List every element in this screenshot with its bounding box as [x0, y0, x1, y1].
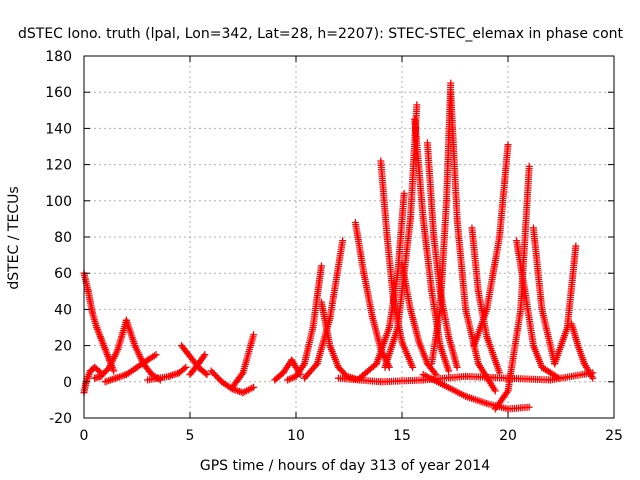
y-tick-label: -20 [49, 411, 72, 427]
data-series-track [207, 367, 258, 397]
data-series-track [491, 162, 533, 413]
data-series-track [101, 351, 160, 386]
x-axis-ticks: 0 5 10 15 20 25 [80, 56, 623, 444]
x-axis-label: GPS time / hours of day 313 of year 2014 [200, 458, 490, 474]
data-point [589, 369, 597, 377]
y-tick-label: 180 [45, 49, 72, 65]
data-series-track [447, 88, 499, 395]
y-tick-label: 40 [54, 302, 72, 318]
y-tick-label: 140 [45, 121, 72, 137]
data-series-track [512, 237, 563, 382]
x-tick-label: 15 [393, 428, 411, 444]
data-point [202, 369, 210, 377]
data-point [453, 363, 461, 371]
data-point [203, 371, 211, 379]
data-points [80, 79, 597, 413]
data-point [503, 388, 511, 396]
x-tick-label: 0 [80, 428, 89, 444]
y-tick-label: 100 [45, 194, 72, 210]
y-tick-label: 60 [54, 266, 72, 282]
data-point [504, 141, 512, 149]
x-tick-label: 20 [499, 428, 517, 444]
data-series-track [381, 101, 421, 371]
data-point [209, 368, 217, 376]
data-point [201, 351, 209, 359]
data-series-track [317, 298, 364, 384]
data-series-track [470, 141, 512, 350]
data-series-track [186, 351, 209, 379]
y-axis-ticks: -20 0 20 40 60 80 100 120 140 160 180 [45, 49, 614, 427]
y-tick-label: 120 [45, 158, 72, 174]
data-point [238, 370, 246, 378]
data-point [431, 369, 439, 377]
data-point [200, 352, 208, 360]
data-series-track [419, 371, 533, 413]
data-point [210, 370, 218, 378]
y-tick-label: 160 [45, 85, 72, 101]
data-point [250, 331, 258, 339]
data-point [317, 262, 325, 270]
data-point [213, 373, 221, 381]
data-point [409, 363, 417, 371]
data-point [312, 361, 320, 369]
data-series-track [356, 190, 408, 382]
data-point [572, 242, 580, 250]
y-tick-label: 20 [54, 339, 72, 355]
data-series-track [284, 262, 325, 384]
data-point [445, 367, 453, 375]
data-point [525, 162, 533, 170]
data-series-track [228, 331, 258, 391]
y-axis-label: dSTEC / TECUs [6, 186, 22, 289]
data-point [525, 403, 533, 411]
data-series-track [144, 363, 190, 384]
data-point [447, 79, 455, 87]
data-point [339, 237, 347, 245]
data-point [212, 372, 220, 380]
data-point [110, 367, 118, 375]
data-series-track [334, 369, 597, 386]
data-point [413, 101, 421, 109]
data-point [215, 375, 223, 383]
data-point [207, 367, 215, 375]
x-tick-label: 5 [186, 428, 195, 444]
x-tick-label: 10 [287, 428, 305, 444]
data-series-track [411, 115, 453, 375]
data-point [491, 387, 499, 395]
data-series-track [529, 224, 580, 368]
data-point [152, 351, 160, 359]
data-point [400, 190, 408, 198]
y-tick-label: 0 [63, 375, 72, 391]
data-point [180, 365, 188, 373]
data-series-track [300, 237, 347, 382]
chart-title: dSTEC Iono. truth (lpal, Lon=342, Lat=28… [18, 26, 624, 42]
x-tick-label: 25 [605, 428, 623, 444]
data-point [250, 383, 258, 391]
data-point [182, 363, 190, 371]
y-tick-label: 80 [54, 230, 72, 246]
